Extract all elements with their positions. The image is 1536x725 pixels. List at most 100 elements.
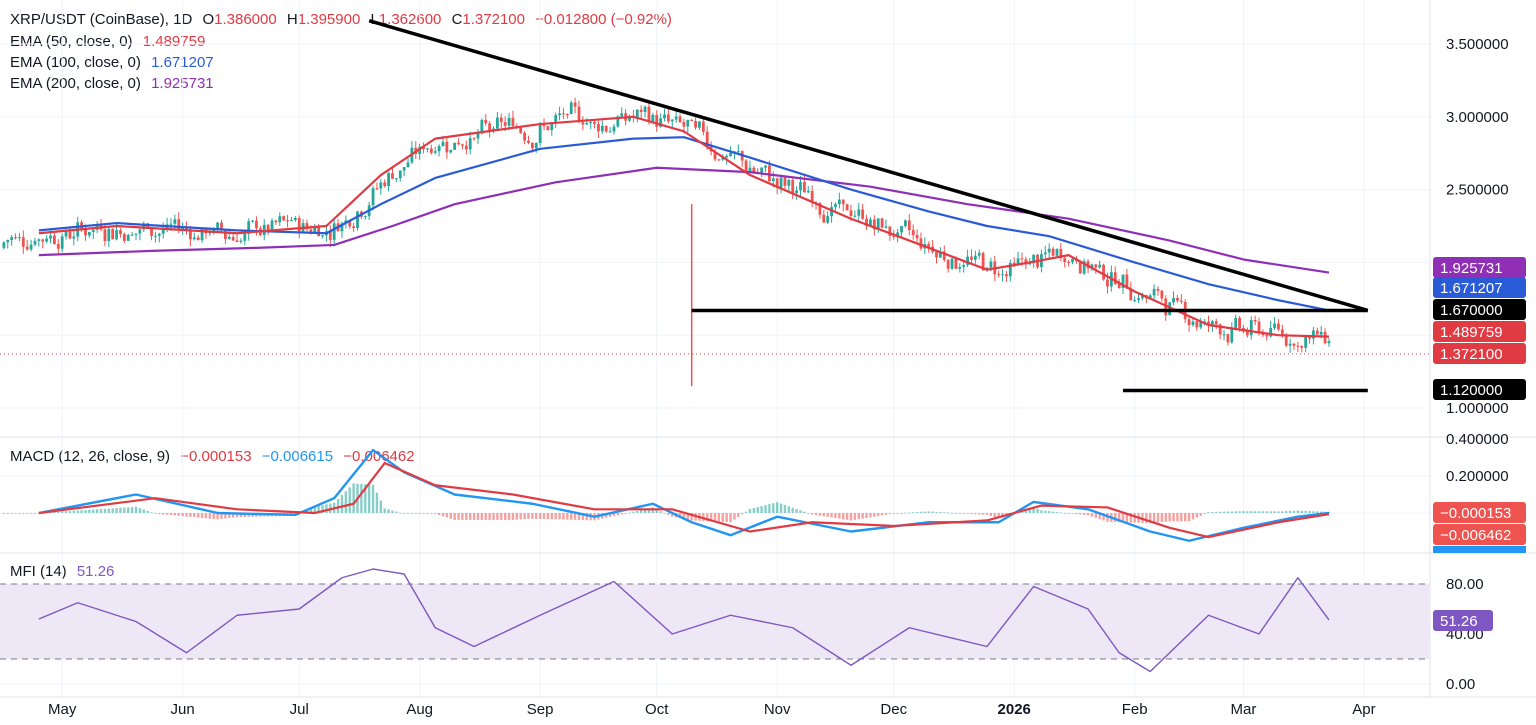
candle bbox=[674, 110, 678, 123]
candle-body bbox=[356, 211, 359, 229]
candle-body bbox=[760, 167, 764, 173]
macd-histogram-bar bbox=[542, 513, 546, 520]
candle-body bbox=[1195, 321, 1199, 328]
macd-histogram-bar bbox=[348, 487, 351, 513]
candle-body bbox=[119, 230, 122, 235]
x-tick-label: Mar bbox=[1231, 701, 1257, 718]
candle bbox=[558, 106, 561, 121]
ema50-legend-label: EMA (50, close, 0) bbox=[10, 33, 133, 50]
candle-body bbox=[958, 266, 962, 269]
candle bbox=[655, 110, 659, 132]
macd-histogram-bar bbox=[752, 508, 756, 513]
macd-histogram-bar bbox=[888, 513, 892, 515]
candle-body bbox=[818, 203, 822, 215]
macd-histogram-bar bbox=[468, 513, 472, 520]
price-tag: 1.372100 bbox=[1433, 343, 1526, 364]
candle bbox=[122, 232, 126, 244]
macd-histogram-bar bbox=[1047, 511, 1051, 513]
candle bbox=[134, 233, 138, 241]
candle-body bbox=[542, 124, 546, 127]
candle-body bbox=[1152, 288, 1156, 296]
candle-body bbox=[1117, 283, 1121, 289]
price-tag-bg bbox=[1433, 321, 1526, 342]
candle-body bbox=[239, 240, 243, 242]
macd-histogram-bar bbox=[1036, 508, 1039, 513]
candle bbox=[418, 143, 422, 160]
candle-body bbox=[130, 234, 134, 236]
price-tag: 1.671207 bbox=[1433, 277, 1526, 298]
macd-histogram-bar bbox=[531, 513, 534, 519]
candle bbox=[911, 224, 915, 240]
candle-body bbox=[787, 179, 791, 186]
macd-histogram-bar bbox=[612, 513, 616, 517]
price-tag-bg bbox=[1433, 343, 1526, 364]
macd-histogram-bar bbox=[981, 513, 985, 515]
candle bbox=[527, 135, 530, 145]
macd-histogram-bar bbox=[18, 513, 21, 514]
candle-body bbox=[278, 216, 282, 223]
candle bbox=[1156, 286, 1160, 296]
candle bbox=[231, 234, 235, 241]
candle-body bbox=[837, 199, 841, 205]
candle-body bbox=[33, 240, 37, 245]
candle bbox=[60, 233, 64, 253]
candle-body bbox=[907, 220, 911, 231]
candle-body bbox=[363, 216, 367, 218]
macd-histogram-bar bbox=[760, 506, 763, 513]
macd-histogram-bar bbox=[873, 513, 876, 517]
ema100-legend-label: EMA (100, close, 0) bbox=[10, 54, 141, 71]
macd-histogram-bar bbox=[1094, 513, 1098, 518]
macd-histogram-bar bbox=[1261, 511, 1265, 513]
macd-histogram-bar bbox=[1211, 511, 1214, 513]
candle bbox=[1125, 268, 1129, 289]
macd-histogram-bar bbox=[181, 513, 184, 517]
candle-body bbox=[1055, 249, 1059, 256]
macd-histogram-bar bbox=[123, 507, 126, 513]
candle-body bbox=[954, 258, 958, 269]
macd-histogram-bar bbox=[768, 504, 771, 513]
macd-histogram-bar bbox=[810, 513, 814, 515]
candle-body bbox=[721, 157, 725, 160]
candle-body bbox=[49, 235, 52, 239]
candle bbox=[21, 230, 25, 254]
macd-histogram-bar bbox=[465, 513, 468, 520]
macd-histogram-bar bbox=[834, 513, 837, 519]
macd-histogram-bar bbox=[146, 510, 149, 513]
macd-histogram-bar bbox=[434, 513, 437, 514]
macd-histogram-bar bbox=[371, 484, 375, 513]
macd-histogram-bar bbox=[158, 513, 161, 515]
candle bbox=[1172, 291, 1175, 306]
candle-body bbox=[593, 121, 596, 124]
macd-histogram-bar bbox=[162, 513, 165, 515]
candle-body bbox=[1160, 290, 1164, 299]
candle-body bbox=[546, 126, 550, 131]
macd-histogram-bar bbox=[939, 512, 942, 513]
candle-body bbox=[802, 181, 806, 193]
candle-body bbox=[1280, 329, 1284, 336]
candle-body bbox=[185, 227, 188, 230]
macd-histogram-bar bbox=[1059, 512, 1063, 514]
macd-histogram-bar bbox=[1312, 511, 1315, 513]
candle-body bbox=[433, 151, 437, 153]
macd-tag-label: −0.000153 bbox=[1440, 505, 1511, 522]
candle bbox=[321, 234, 324, 239]
candle-body bbox=[1230, 327, 1234, 343]
candle-body bbox=[480, 120, 484, 134]
candle bbox=[476, 129, 480, 145]
macd-histogram-bar bbox=[974, 513, 977, 515]
macd-histogram-bar bbox=[775, 502, 779, 513]
candle-body bbox=[348, 220, 352, 227]
candle-body bbox=[1207, 321, 1210, 325]
candle-body bbox=[173, 219, 177, 224]
macd-histogram-bar bbox=[845, 513, 849, 520]
macd-histogram-bar bbox=[1199, 513, 1202, 516]
macd-histogram-bar bbox=[395, 511, 398, 513]
candle-body bbox=[523, 132, 526, 141]
candle-body bbox=[686, 119, 690, 127]
candle-body bbox=[659, 118, 662, 127]
candle-body bbox=[830, 207, 833, 217]
macd-histogram-bar bbox=[64, 511, 68, 513]
macd-histogram-bar bbox=[196, 513, 200, 518]
price-tag-label: 1.372100 bbox=[1440, 346, 1503, 363]
